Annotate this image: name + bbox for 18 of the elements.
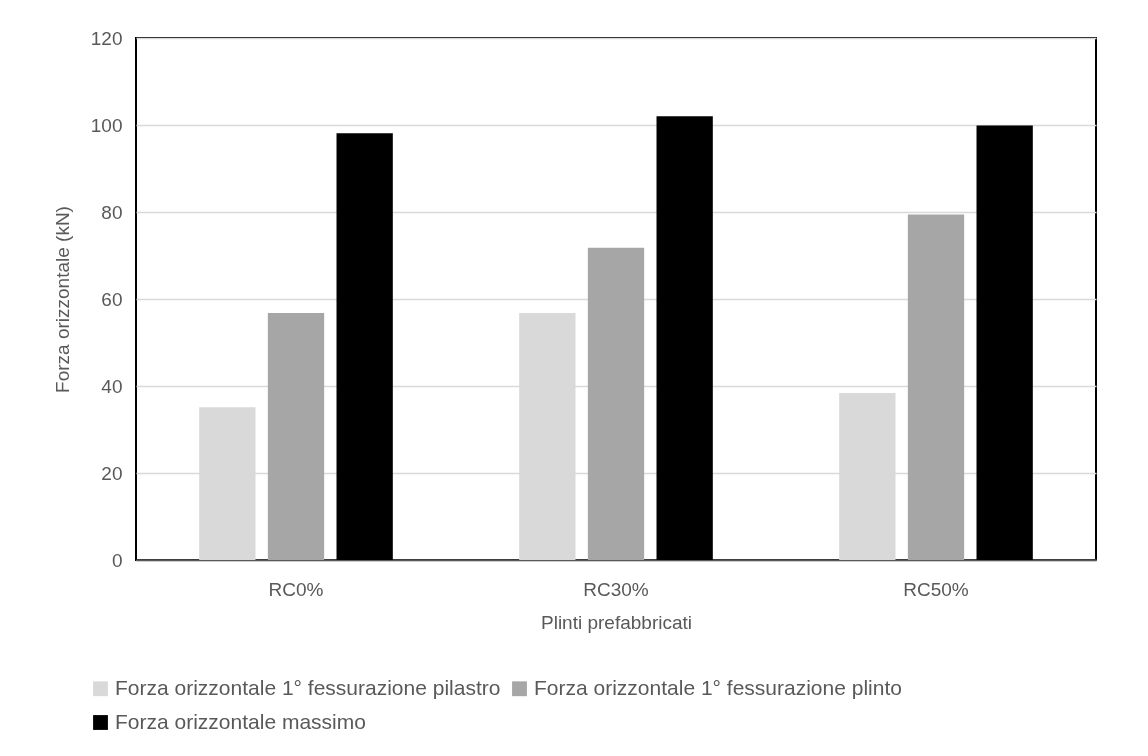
legend-label: Forza orizzontale massimo (115, 709, 366, 733)
y-tick-label: 80 (101, 201, 123, 223)
y-tick-label: 100 (90, 114, 123, 136)
y-tick-label: 120 (90, 27, 123, 49)
x-tick-label: RC50% (903, 578, 969, 600)
y-tick-label: 20 (101, 462, 123, 484)
x-tick-label: RC30% (583, 578, 649, 600)
x-tick-label: RC0% (268, 578, 324, 600)
bar (587, 247, 645, 560)
x-axis-title: Plinti prefabbricati (540, 611, 693, 633)
y-tick-label: 0 (111, 549, 123, 571)
legend-label: Forza orizzontale 1° fessurazione pilastro (115, 675, 501, 699)
y-tick-label: 40 (101, 375, 123, 397)
bar (907, 214, 965, 560)
legend-label: Forza orizzontale 1° fessurazione plinto (534, 675, 902, 699)
bar (267, 312, 325, 560)
y-tick-label: 60 (101, 288, 123, 310)
y-axis-title: Forza orizzontale (kN) (51, 206, 73, 393)
